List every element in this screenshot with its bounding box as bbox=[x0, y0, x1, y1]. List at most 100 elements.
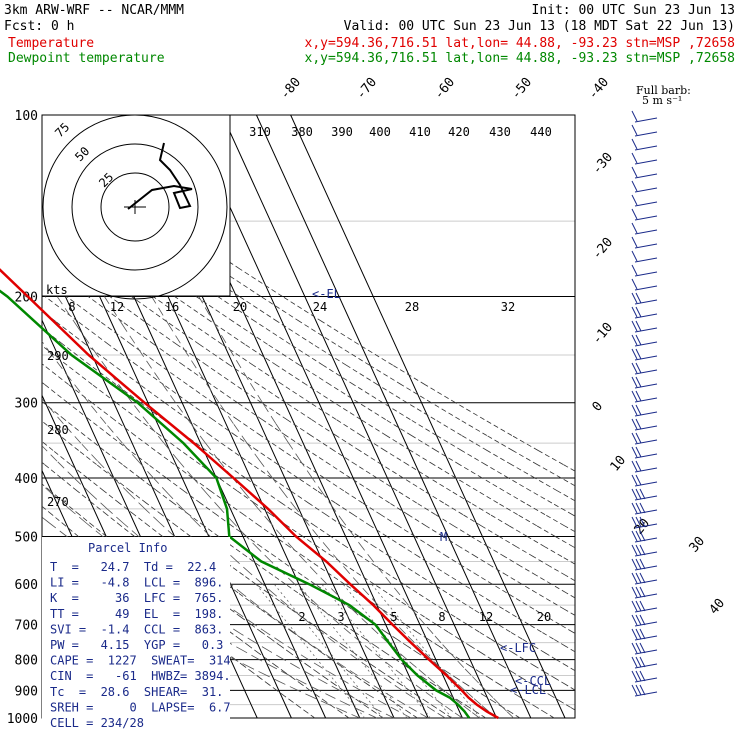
mixing-ratio-label: 8 bbox=[438, 610, 445, 624]
isotherm-label: -10 bbox=[590, 320, 617, 348]
wind-barb-flag bbox=[631, 222, 638, 234]
wind-barb-staff bbox=[634, 481, 658, 487]
wind-barb-flag bbox=[635, 628, 642, 640]
wind-barb-flag bbox=[639, 502, 646, 514]
parcel-info-row: LI = -4.8 LCL = 896. bbox=[50, 576, 223, 590]
mixing-ratio-line bbox=[321, 583, 431, 719]
mixing-ratio-label: 12 bbox=[479, 610, 493, 624]
theta-e-label: 8 bbox=[68, 300, 75, 314]
wind-barb-flag bbox=[631, 418, 638, 430]
wind-barb-flag bbox=[635, 460, 642, 472]
wind-barb-flag bbox=[635, 544, 642, 556]
wind-barb-staff bbox=[634, 663, 658, 669]
wind-barb-flag bbox=[631, 446, 638, 458]
isotherm-line bbox=[255, 114, 532, 719]
wind-barb-flag bbox=[631, 628, 638, 640]
hodograph-kts: kts bbox=[46, 283, 68, 297]
moist-adiabat-line bbox=[104, 296, 480, 719]
wind-barb-flag bbox=[631, 558, 638, 570]
dry-adiabat-line bbox=[41, 277, 576, 634]
parcel-info-row: TT = 49 EL = 198. bbox=[50, 607, 223, 621]
wind-barb-staff bbox=[634, 635, 658, 641]
init-time: Init: 00 UTC Sun 23 Jun 13 bbox=[532, 3, 736, 18]
wind-barb-flag bbox=[631, 264, 638, 276]
wind-barb-staff bbox=[634, 565, 658, 571]
wind-barb-flag bbox=[635, 516, 642, 528]
wind-barb-staff bbox=[634, 159, 658, 165]
dry-adiabat-line bbox=[41, 363, 555, 719]
wind-barb-flag bbox=[635, 488, 642, 500]
isotherm-label: -50 bbox=[509, 75, 536, 103]
wind-barb-flag bbox=[631, 586, 638, 598]
parcel-info-row: CIN = -61 HWBZ= 3894. bbox=[50, 669, 231, 683]
wind-barb-flag bbox=[631, 152, 638, 164]
pressure-label: 900 bbox=[15, 684, 38, 699]
wind-barb-flag bbox=[635, 362, 642, 374]
m-marker: M bbox=[440, 530, 447, 544]
wind-barb-staff bbox=[634, 551, 658, 557]
wind-barb-staff bbox=[634, 425, 658, 431]
temperature-location: x,y=594.36,716.51 lat,lon= 44.88, -93.23… bbox=[305, 36, 735, 51]
wind-barb-staff bbox=[634, 341, 658, 347]
wind-barb-flag bbox=[631, 376, 638, 388]
isotherm-label: -20 bbox=[590, 235, 617, 263]
wind-barb-staff bbox=[634, 453, 658, 459]
wind-barb-flag bbox=[639, 572, 646, 584]
wind-barb-flag bbox=[635, 306, 642, 318]
wind-barb-flag bbox=[631, 488, 638, 500]
isotherm-label: 30 bbox=[687, 534, 709, 556]
wind-barb-staff bbox=[634, 537, 658, 543]
el-marker: <-EL bbox=[312, 287, 341, 301]
wind-barb-flag bbox=[635, 530, 642, 542]
wind-barb-flag bbox=[639, 600, 646, 612]
wind-barb-flag bbox=[635, 348, 642, 360]
isotherm-label: 0 bbox=[590, 399, 607, 415]
wind-barb-staff bbox=[634, 579, 658, 585]
wind-barbs bbox=[631, 110, 658, 697]
dry-adiabat-line bbox=[41, 293, 576, 653]
wind-barb-flag bbox=[635, 418, 642, 430]
isotherm-label: 40 bbox=[707, 596, 729, 618]
hodograph-ring-25 bbox=[100, 172, 170, 242]
wind-barb-flag bbox=[635, 614, 642, 626]
wind-barb-staff bbox=[634, 593, 658, 599]
wind-barb-staff bbox=[634, 117, 658, 123]
dewpoint-profile bbox=[0, 289, 471, 719]
plot-frame bbox=[41, 114, 576, 719]
dewpoint-legend: Dewpoint temperature bbox=[8, 51, 165, 66]
wind-barb-flag bbox=[631, 684, 638, 696]
wind-barb-flag bbox=[631, 236, 638, 248]
isotherm-label: -30 bbox=[590, 150, 617, 178]
wind-barb-staff bbox=[634, 201, 658, 207]
mixing-ratio-line bbox=[371, 583, 481, 719]
wind-barb-staff bbox=[634, 467, 658, 473]
isotherm-line bbox=[221, 114, 498, 719]
wind-barb-flag bbox=[635, 656, 642, 668]
forecast-hour: Fcst: 0 h bbox=[4, 19, 74, 34]
isotherm-label: -80 bbox=[278, 75, 305, 103]
wind-barb-flag bbox=[631, 278, 638, 290]
wind-barb-flag bbox=[631, 362, 638, 374]
theta-label: 390 bbox=[331, 125, 353, 139]
valid-time: Valid: 00 UTC Sun 23 Jun 13 (18 MDT Sat … bbox=[344, 19, 735, 34]
model-title: 3km ARW-WRF -- NCAR/MMM bbox=[4, 3, 184, 18]
wind-barb-flag bbox=[635, 446, 642, 458]
wind-barb-flag bbox=[631, 208, 638, 220]
wind-barb-staff bbox=[634, 607, 658, 613]
theta-e-label: 24 bbox=[313, 300, 327, 314]
pressure-label: 700 bbox=[15, 619, 38, 634]
ccl-marker: <-CCL bbox=[515, 674, 551, 688]
wind-barb-flag bbox=[635, 390, 642, 402]
wind-barb-staff bbox=[634, 523, 658, 529]
wind-barb-staff bbox=[634, 285, 658, 291]
isotherm-label: -40 bbox=[586, 75, 613, 103]
hodograph-ring-50 bbox=[71, 143, 199, 271]
dry-adiabat-line bbox=[41, 345, 576, 711]
wind-barb-flag bbox=[635, 334, 642, 346]
wind-barb-flag bbox=[631, 166, 638, 178]
barb-legend-unit: 5 m s⁻¹ bbox=[642, 94, 682, 107]
wind-barb-flag bbox=[631, 572, 638, 584]
dewpoint-location: x,y=594.36,716.51 lat,lon= 44.88, -93.23… bbox=[305, 51, 735, 66]
wind-barb-flag bbox=[631, 334, 638, 346]
hodograph-frame bbox=[41, 114, 231, 297]
